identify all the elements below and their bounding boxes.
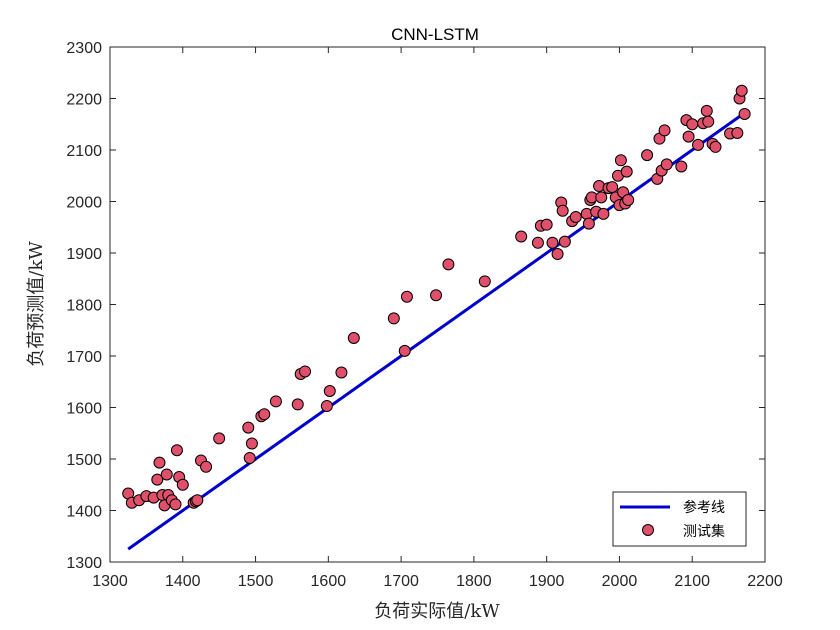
legend-label-test-set: 测试集 xyxy=(683,523,725,540)
scatter-point xyxy=(546,236,559,249)
scatter-point xyxy=(515,230,528,243)
scatter-point xyxy=(335,366,348,379)
scatter-point xyxy=(658,124,671,137)
scatter-point xyxy=(299,365,312,378)
scatter-point xyxy=(213,432,226,445)
scatter-point xyxy=(176,478,189,491)
y-tick-label: 1700 xyxy=(66,349,102,366)
x-tick-label: 1400 xyxy=(165,573,201,590)
y-tick-label: 2200 xyxy=(66,92,102,109)
y-tick-label: 1300 xyxy=(66,555,102,572)
x-tick-label: 1700 xyxy=(383,573,419,590)
scatter-point xyxy=(702,115,715,128)
legend-marker-swatch xyxy=(642,524,654,536)
scatter-point xyxy=(569,210,582,223)
scatter-point xyxy=(430,289,443,302)
y-tick-label: 1600 xyxy=(66,401,102,418)
scatter-point xyxy=(200,460,213,473)
scatter-point xyxy=(731,127,744,140)
scatter-point xyxy=(597,207,610,220)
y-tick-label: 1500 xyxy=(66,452,102,469)
scatter-point xyxy=(151,473,164,486)
scatter-point xyxy=(269,395,282,408)
scatter-point xyxy=(595,191,608,204)
scatter-point xyxy=(556,204,569,217)
legend-label-reference-line: 参考线 xyxy=(683,499,725,516)
x-tick-label: 1800 xyxy=(456,573,492,590)
scatter-point xyxy=(258,408,271,421)
x-tick-label: 1500 xyxy=(238,573,274,590)
scatter-point xyxy=(387,312,400,325)
x-axis-label: 负荷实际值/kW xyxy=(374,601,500,622)
scatter-point xyxy=(686,118,699,131)
scatter-point xyxy=(622,193,635,206)
scatter-point xyxy=(170,444,183,457)
chart-title: CNN-LSTM xyxy=(391,25,479,44)
plot-area xyxy=(110,47,765,562)
legend: 参考线 测试集 xyxy=(612,491,747,547)
scatter-point xyxy=(242,421,255,434)
scatter-point xyxy=(709,140,722,153)
scatter-point xyxy=(160,468,173,481)
reference-line xyxy=(127,110,748,551)
scatter-point xyxy=(735,84,748,97)
scatter-point xyxy=(191,494,204,507)
scatter-point xyxy=(620,165,633,178)
y-tick-label: 2000 xyxy=(66,195,102,212)
scatter-point xyxy=(540,218,553,231)
scatter-point xyxy=(682,130,695,143)
x-tick-label: 2000 xyxy=(602,573,638,590)
y-tick-label: 1900 xyxy=(66,246,102,263)
scatter-point xyxy=(398,344,411,357)
y-tick-label: 1400 xyxy=(66,504,102,521)
scatter-point xyxy=(323,385,336,398)
scatter-point xyxy=(320,399,333,412)
scatter-point xyxy=(243,451,256,464)
scatter-point xyxy=(692,138,705,151)
y-tick-label: 2300 xyxy=(66,40,102,57)
data-layer xyxy=(122,84,751,551)
x-tick-label: 2200 xyxy=(747,573,783,590)
scatter-point xyxy=(442,258,455,271)
scatter-point xyxy=(582,217,595,230)
x-tick-label: 1300 xyxy=(92,573,128,590)
scatter-point xyxy=(675,160,688,173)
scatter-point xyxy=(400,290,413,303)
scatter-point xyxy=(606,181,619,194)
scatter-point xyxy=(169,498,182,511)
x-tick-label: 1600 xyxy=(311,573,347,590)
scatter-point xyxy=(738,107,751,120)
x-tick-label: 1900 xyxy=(529,573,565,590)
scatter-point xyxy=(641,149,654,162)
y-axis-label: 负荷预测值/kW xyxy=(26,241,47,367)
scatter-point xyxy=(551,248,564,261)
y-tick-label: 1800 xyxy=(66,298,102,315)
scatter-point xyxy=(558,235,571,248)
scatter-point xyxy=(614,154,627,167)
x-tick-label: 2100 xyxy=(674,573,710,590)
scatter-point xyxy=(531,236,544,249)
axis-layer: 1300 1400 1500 1600 1700 1800 1900 2000 2100 2200… xyxy=(66,40,782,590)
scatter-point xyxy=(660,158,673,171)
scatter-point xyxy=(347,331,360,344)
plot-area-layer xyxy=(110,47,765,562)
scatter-point xyxy=(478,275,491,288)
scatter-point xyxy=(245,437,258,450)
legend-box xyxy=(612,491,747,547)
y-tick-label: 2100 xyxy=(66,143,102,160)
scatter-point xyxy=(700,104,713,117)
scatter-point xyxy=(291,398,304,411)
scatter-point xyxy=(153,456,166,469)
